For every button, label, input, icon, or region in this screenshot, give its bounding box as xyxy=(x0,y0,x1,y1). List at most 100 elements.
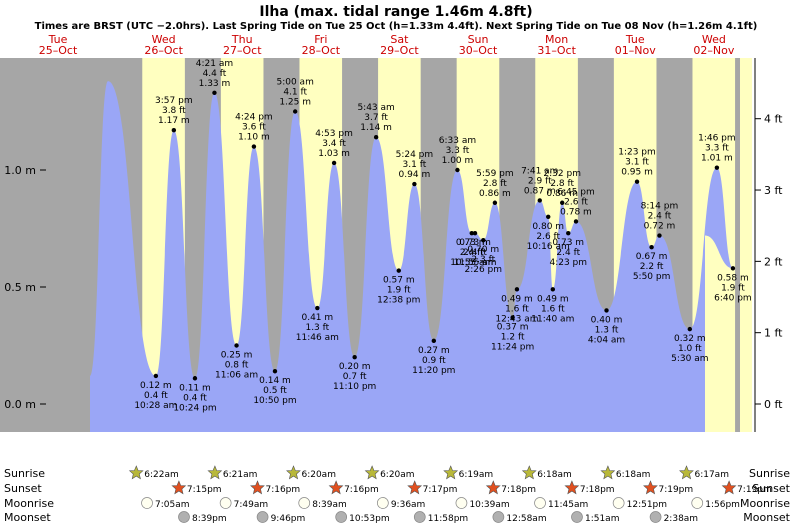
tide-metres: 1.01 m xyxy=(701,154,733,164)
day-name: Tue xyxy=(625,33,645,46)
sunrise-star-icon xyxy=(679,465,694,480)
moonset-time: 11:58pm xyxy=(428,514,468,524)
tide-point xyxy=(272,369,278,374)
tide-time: 10:28 am xyxy=(134,401,177,411)
tide-time: 4:04 am xyxy=(588,335,625,345)
tide-time: 1:46 pm xyxy=(698,134,736,144)
tide-feet: 2.6 ft xyxy=(536,232,560,242)
tide-time: 11:10 pm xyxy=(333,382,376,392)
moonset-moon-icon xyxy=(335,511,348,523)
sunrise-star-icon xyxy=(207,465,223,480)
tide-feet: 0.4 ft xyxy=(183,393,207,403)
tide-feet: 1.2 ft xyxy=(501,332,525,342)
sunset-time: 7:19pm xyxy=(737,485,772,495)
tide-feet: 2.2 ft xyxy=(640,262,664,272)
tide-feet: 0.7 ft xyxy=(343,372,367,382)
sun-moon-rows: Sunrise Sunrise 6:22am 6:21am 6:20am 6:20am 6:… xyxy=(4,465,791,524)
tide-time: 11:40 am xyxy=(531,314,574,324)
day-name: Sun xyxy=(468,33,489,46)
moonset-label-right: Moonset xyxy=(743,511,790,524)
tide-time: 5:30 am xyxy=(671,354,708,364)
moonrise-moon-icon xyxy=(691,497,704,509)
tide-point xyxy=(455,167,460,173)
y-left-tick-label: 0.5 m xyxy=(4,281,36,294)
tide-feet: 2.8 ft xyxy=(550,179,574,189)
tide-point xyxy=(396,268,401,273)
moonset-time: 10:53pm xyxy=(349,514,389,524)
tide-point xyxy=(714,165,720,170)
tide-metres: 0.12 m xyxy=(140,381,172,391)
tide-feet: 1.0 ft xyxy=(678,344,702,354)
sunset-time: 7:16pm xyxy=(265,485,300,495)
day-date: 31–Oct xyxy=(537,44,576,57)
tide-metres: 0.11 m xyxy=(179,383,211,393)
y-right-tick-label: 3 ft xyxy=(764,184,783,197)
sunset-time: 7:15pm xyxy=(187,485,222,495)
sunset-time: 7:18pm xyxy=(580,485,615,495)
moonrise-moon-icon xyxy=(534,497,546,509)
sunrise-star-icon xyxy=(521,465,537,480)
tide-metres: 0.67 m xyxy=(636,252,668,262)
tide-feet: 0.5 ft xyxy=(263,386,287,396)
sunset-time: 7:17pm xyxy=(423,485,458,495)
tide-metres: 0.40 m xyxy=(591,315,623,325)
tide-time: 2:32 pm xyxy=(543,169,581,179)
sunrise-time: 6:19am xyxy=(459,470,494,480)
tide-time: 4:24 pm xyxy=(235,113,273,123)
tide-time: 12:38 pm xyxy=(377,296,420,306)
moonrise-moon-icon xyxy=(612,497,625,509)
tide-feet: 3.3 ft xyxy=(446,146,470,156)
day-name: Sat xyxy=(390,33,409,46)
tide-point xyxy=(472,230,478,236)
tide-feet: 2.9 ft xyxy=(528,176,552,186)
moonrise-time: 8:39am xyxy=(312,500,347,510)
tide-feet: 1.3 ft xyxy=(595,325,619,335)
tide-metres: 0.57 m xyxy=(383,276,415,286)
tide-point xyxy=(649,245,654,250)
moonset-moon-icon xyxy=(413,511,426,523)
sunrise-label-right: Sunrise xyxy=(749,467,790,480)
sunset-star-icon xyxy=(407,480,423,495)
tide-metres: 0.20 m xyxy=(339,362,371,372)
tide-feet: 0.9 ft xyxy=(422,356,446,366)
tide-feet: 1.6 ft xyxy=(505,304,529,314)
day-name: Wed xyxy=(152,33,176,46)
sunrise-label: Sunrise xyxy=(4,467,45,480)
tide-metres: 0.80 m xyxy=(532,222,564,232)
tide-point xyxy=(153,373,159,379)
tide-time: 11:06 am xyxy=(215,371,258,381)
tide-time: 5:50 pm xyxy=(633,272,671,282)
tide-metres: 1.25 m xyxy=(279,98,311,108)
sunset-star-icon xyxy=(250,480,265,495)
tide-time: 6:33 am xyxy=(439,136,476,146)
tide-point xyxy=(573,219,579,224)
moonrise-time: 12:51pm xyxy=(627,500,667,510)
chart-title: Ilha (max. tidal range 1.46m 4.8ft) xyxy=(259,4,532,20)
tide-metres: 0.86 m xyxy=(546,189,578,199)
moonset-time: 8:39pm xyxy=(192,514,227,524)
tide-time: 10:55 am xyxy=(450,258,493,268)
sunset-time: 7:16pm xyxy=(344,485,379,495)
tide-feet: 2.4 ft xyxy=(648,212,672,222)
day-date: 28–Oct xyxy=(302,44,341,57)
tide-metres: 0.86 m xyxy=(479,189,511,199)
moonset-time: 1:51am xyxy=(585,514,620,524)
tide-point xyxy=(604,308,609,313)
day-date: 29–Oct xyxy=(380,44,419,57)
tide-time: 8:14 pm xyxy=(641,202,679,212)
day-name: Tue xyxy=(48,33,68,46)
moonset-time: 2:38am xyxy=(664,514,699,524)
tide-metres: 0.49 m xyxy=(537,294,569,304)
tide-metres: 0.94 m xyxy=(399,170,431,180)
tide-feet: 3.4 ft xyxy=(322,139,346,149)
tide-time: 1:23 pm xyxy=(618,148,656,158)
sunset-star-icon xyxy=(328,480,344,495)
tide-point xyxy=(373,135,379,140)
day-name: Fri xyxy=(314,33,327,46)
tide-metres: 0.27 m xyxy=(418,346,450,356)
moonset-moon-icon xyxy=(256,511,269,523)
tide-time: 4:23 pm xyxy=(549,258,587,268)
tide-metres: 0.41 m xyxy=(301,313,333,323)
moonrise-moon-icon xyxy=(455,497,468,509)
